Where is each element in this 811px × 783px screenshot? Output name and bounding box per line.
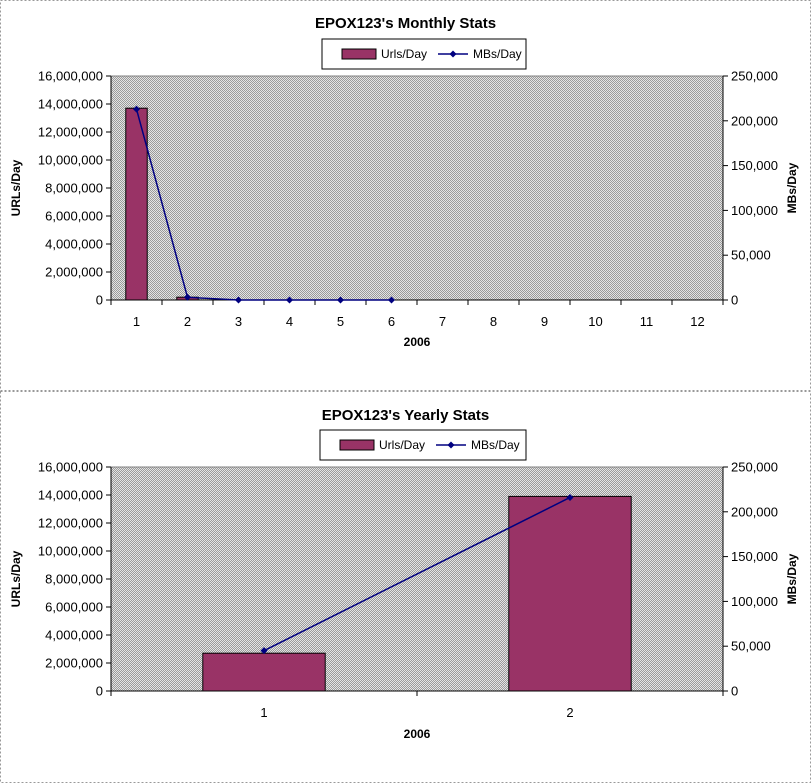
y-tick-label-right: 150,000 [731,549,778,564]
x-tick-label: 8 [490,314,497,329]
x-tick-label: 3 [235,314,242,329]
y-tick-label-left: 4,000,000 [45,237,103,252]
legend-swatch-urls [339,439,375,451]
y-tick-label-left: 8,000,000 [45,572,103,587]
y-tick-label-left: 4,000,000 [45,628,103,643]
x-tick-label: 2 [184,314,191,329]
legend-swatch-urls [341,48,377,60]
x-tick-label: 12 [690,314,704,329]
y-tick-label-left: 10,000,000 [38,153,103,168]
plot-area [110,75,724,301]
y-tick-label-right: 50,000 [731,639,771,654]
y-tick-label-right: 250,000 [731,460,778,475]
x-tick-label: 11 [640,314,654,329]
y-tick-label-left: 12,000,000 [38,125,103,140]
point-mbs-per-day [260,647,268,655]
x-axis-title: 2006 [404,335,431,349]
x-tick-label: 2 [566,705,573,720]
x-tick-label: 4 [286,314,293,329]
y-tick-label-right: 0 [731,684,738,699]
chart-legend: Urls/Day MBs/Day [321,38,527,70]
x-tick-label: 6 [388,314,395,329]
x-tick-label: 9 [541,314,548,329]
y-tick-label-left: 0 [96,684,103,699]
point-mbs-per-day [133,105,140,113]
y-tick-label-left: 10,000,000 [38,544,103,559]
point-mbs-per-day [286,296,293,304]
line-mbs-per-day [263,496,571,652]
y-tick-label-left: 12,000,000 [38,516,103,531]
y-tick-label-right: 100,000 [731,594,778,609]
y-tick-label-left: 16,000,000 [38,69,103,84]
chart-title: EPOX123's Yearly Stats [322,407,490,424]
y-tick-label-left: 16,000,000 [38,460,103,475]
y-tick-label-right: 200,000 [731,504,778,519]
monthly-stats-chart: EPOX123's Monthly Stats Urls/Day MBs/Day 0 2… [0,0,811,391]
chart-title: EPOX123's Monthly Stats [315,15,496,32]
point-mbs-per-day [566,493,574,501]
y-tick-label-right: 250,000 [731,69,778,84]
y-tick-label-right: 150,000 [731,158,778,173]
x-axis-title: 2006 [404,727,431,741]
point-mbs-per-day [184,293,191,301]
y-tick-label-left: 6,000,000 [45,209,103,224]
legend-label-urls: Urls/Day [379,438,425,452]
y-tick-label-left: 14,000,000 [38,97,103,112]
y-tick-label-left: 14,000,000 [38,488,103,503]
legend-label-mbs: MBs/Day [471,438,520,452]
point-mbs-per-day [235,296,242,304]
y-tick-label-left: 2,000,000 [45,656,103,671]
y-tick-label-left: 8,000,000 [45,181,103,196]
y-axis-title-left: URLs/Day [9,159,23,216]
x-tick-label: 1 [260,705,267,720]
y-axis-title-left: URLs/Day [9,550,23,607]
x-tick-label: 10 [588,314,602,329]
y-tick-label-right: 200,000 [731,113,778,128]
y-tick-label-right: 0 [731,293,738,308]
y-axis-title-right: MBs/Day [785,162,799,213]
y-tick-label-left: 2,000,000 [45,265,103,280]
chart-legend: Urls/Day MBs/Day [319,429,527,461]
line-mbs-per-day [135,108,392,301]
bar-urls-per-day [508,495,632,692]
y-tick-label-right: 100,000 [731,203,778,218]
legend-label-urls: Urls/Day [381,47,427,61]
y-axis-title-right: MBs/Day [785,553,799,604]
legend-marker-mbs [447,441,455,449]
y-tick-label-right: 50,000 [731,248,771,263]
x-tick-label: 5 [337,314,344,329]
y-tick-label-left: 0 [96,293,103,308]
yearly-stats-chart: EPOX123's Yearly Stats Urls/Day MBs/Day 0 2,… [0,391,811,783]
x-tick-label: 1 [133,314,140,329]
legend-label-mbs: MBs/Day [473,47,522,61]
x-tick-label: 7 [439,314,446,329]
y-tick-label-left: 6,000,000 [45,600,103,615]
point-mbs-per-day [388,296,395,304]
bar-urls-per-day [202,652,326,692]
legend-marker-mbs [449,50,457,58]
point-mbs-per-day [337,296,344,304]
